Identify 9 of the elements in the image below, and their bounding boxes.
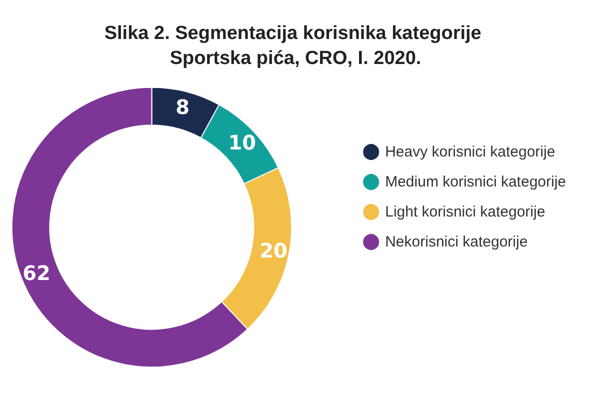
- data-label: 20: [260, 238, 288, 262]
- legend-label: Medium korisnici kategorije: [385, 174, 566, 190]
- data-label: 62: [22, 260, 50, 285]
- legend-label: Light korisnici kategorije: [385, 204, 546, 220]
- chart-title: Slika 2. Segmentacija korisnika kategorije Sportska pića, CRO, I. 2020.: [104, 23, 487, 69]
- data-label: 10: [228, 130, 256, 154]
- data-label: 8: [176, 95, 190, 120]
- legend-label: Heavy korisnici kategorije: [385, 144, 556, 160]
- legend-label: Nekorisnici kategorije: [385, 234, 528, 250]
